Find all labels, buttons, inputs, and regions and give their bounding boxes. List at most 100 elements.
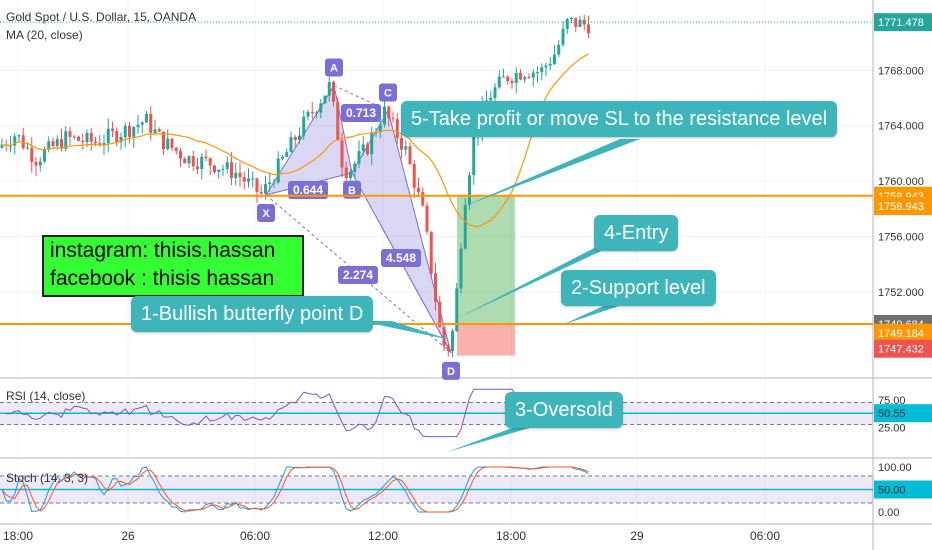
candle-body bbox=[123, 125, 127, 137]
pattern-point-badge bbox=[325, 58, 343, 77]
candle-body bbox=[26, 147, 29, 149]
price-tag bbox=[874, 197, 932, 216]
candle-body bbox=[106, 128, 110, 144]
candle-body bbox=[544, 65, 548, 68]
price-tag bbox=[874, 13, 932, 32]
pattern-point-label: A bbox=[330, 63, 338, 75]
pattern-point-label: X bbox=[262, 208, 270, 220]
candle-body bbox=[64, 131, 68, 149]
candle-body bbox=[251, 178, 255, 180]
candle-body bbox=[417, 187, 420, 193]
candle-body bbox=[459, 248, 463, 289]
candle-body bbox=[166, 138, 170, 150]
stop-zone bbox=[457, 323, 515, 356]
ratio-label: 0.644 bbox=[293, 183, 323, 197]
candle-body bbox=[506, 76, 510, 82]
candle-body bbox=[81, 140, 85, 143]
candle-body bbox=[213, 165, 216, 173]
candle-body bbox=[230, 162, 233, 178]
candle-body bbox=[429, 231, 433, 274]
price-tick-label: 1760.000 bbox=[878, 176, 924, 188]
candle-body bbox=[472, 136, 476, 176]
candle-body bbox=[281, 156, 284, 159]
ratio-label: 2.274 bbox=[343, 268, 373, 282]
time-tick-label: 26 bbox=[121, 529, 135, 543]
candle-body bbox=[366, 144, 369, 155]
candle-body bbox=[323, 95, 327, 104]
ratio-badge bbox=[338, 266, 378, 284]
candle-body bbox=[510, 81, 514, 84]
candle-body bbox=[174, 147, 178, 151]
candle-body bbox=[85, 132, 89, 143]
pattern-point-label: D bbox=[447, 366, 455, 378]
candle-body bbox=[132, 127, 136, 137]
candle-body bbox=[391, 118, 395, 120]
candle-body bbox=[553, 54, 556, 64]
candle-body bbox=[60, 139, 63, 149]
pointer-support bbox=[562, 303, 628, 325]
candle-body bbox=[221, 168, 225, 170]
callout-support-level: 2-Support level bbox=[561, 270, 716, 306]
symbol-title: Gold Spot / U.S. Dollar, 15, OANDA bbox=[6, 10, 197, 24]
stoch-label: Stoch (14, 3, 3) bbox=[6, 471, 89, 485]
candle-body bbox=[72, 136, 76, 138]
callout-entry: 4-Entry bbox=[594, 215, 679, 251]
candle-body bbox=[582, 19, 586, 25]
candle-body bbox=[170, 138, 174, 148]
candle-body bbox=[268, 182, 272, 185]
candle-body bbox=[536, 72, 539, 74]
harmonic-pattern: X A B C D 0.713 0.644 2.274 4.548 bbox=[257, 58, 460, 380]
ratio-label: 0.713 bbox=[346, 106, 376, 120]
candle-body bbox=[77, 136, 80, 141]
time-tick-label: 06:00 bbox=[240, 529, 270, 543]
candle-body bbox=[0, 144, 4, 148]
candle-body bbox=[55, 139, 59, 147]
pointer-entry bbox=[460, 245, 614, 317]
candle-body bbox=[404, 146, 408, 150]
candle-body bbox=[370, 133, 374, 155]
pointer-take-profit bbox=[460, 139, 640, 208]
time-tick-label: 12:00 bbox=[368, 529, 398, 543]
callout-oversold: 3-Oversold bbox=[505, 392, 623, 428]
candle-body bbox=[13, 136, 17, 146]
rsi-tick-label: 75.00 bbox=[878, 395, 906, 407]
candle-body bbox=[438, 301, 442, 328]
candle-body bbox=[570, 17, 573, 20]
candle-body bbox=[540, 67, 544, 73]
candle-body bbox=[225, 162, 229, 169]
candle-body bbox=[548, 63, 552, 66]
candle-body bbox=[442, 327, 446, 346]
candle-body bbox=[327, 81, 331, 96]
time-tick-label: 18:00 bbox=[496, 529, 526, 543]
candle-body bbox=[187, 156, 191, 164]
rsi-label: RSI (14, close) bbox=[6, 389, 86, 403]
candle-body bbox=[310, 111, 314, 113]
stoch-tag bbox=[874, 480, 932, 499]
stoch-d-line bbox=[1, 466, 589, 513]
candle-body bbox=[9, 145, 12, 147]
candle-body bbox=[493, 87, 497, 98]
candle-body bbox=[238, 172, 242, 178]
candle-body bbox=[408, 146, 412, 165]
candle-body bbox=[34, 162, 38, 166]
rsi-tick-label: 25.00 bbox=[878, 422, 906, 434]
candle-body bbox=[332, 81, 335, 102]
candle-body bbox=[578, 19, 582, 27]
candle-body bbox=[196, 166, 199, 170]
candle-body bbox=[383, 106, 386, 125]
candle-body bbox=[344, 167, 348, 179]
callout-pointers bbox=[360, 139, 640, 452]
candle-body bbox=[349, 171, 352, 179]
pattern-point-badge bbox=[442, 361, 460, 380]
candle-body bbox=[217, 169, 221, 173]
candle-body bbox=[102, 143, 106, 146]
candle-body bbox=[557, 44, 561, 55]
ma-indicator-label: MA (20, close) bbox=[6, 28, 83, 42]
candle-body bbox=[89, 132, 93, 142]
price-axis: 1768.000 1764.000 1760.000 1756.000 1752.000… bbox=[874, 13, 932, 519]
candle-body bbox=[183, 158, 187, 164]
candle-body bbox=[17, 135, 21, 137]
candle-body bbox=[306, 111, 310, 117]
instagram-handle: instagram: thisis.hassan bbox=[50, 239, 276, 262]
